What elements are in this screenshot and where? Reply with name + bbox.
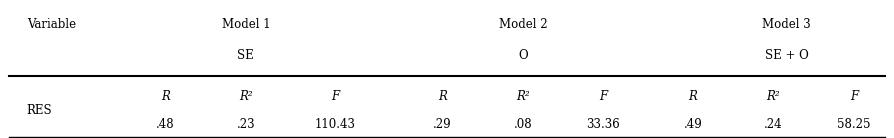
Text: Model 2: Model 2 bbox=[499, 18, 547, 31]
Text: F: F bbox=[331, 90, 340, 103]
Text: .08: .08 bbox=[514, 118, 532, 131]
Text: R²: R² bbox=[516, 90, 530, 103]
Text: SE + O: SE + O bbox=[765, 49, 808, 62]
Text: Model 3: Model 3 bbox=[763, 18, 811, 31]
Text: 33.36: 33.36 bbox=[586, 118, 620, 131]
Text: .24: .24 bbox=[764, 118, 782, 131]
Text: Model 1: Model 1 bbox=[222, 18, 270, 31]
Text: F: F bbox=[849, 90, 858, 103]
Text: R²: R² bbox=[239, 90, 253, 103]
Text: 58.25: 58.25 bbox=[837, 118, 871, 131]
Text: R²: R² bbox=[766, 90, 780, 103]
Text: F: F bbox=[599, 90, 608, 103]
Text: R: R bbox=[438, 90, 447, 103]
Text: O: O bbox=[519, 49, 527, 62]
Text: Variable: Variable bbox=[27, 18, 76, 31]
Text: .23: .23 bbox=[237, 118, 255, 131]
Text: RES: RES bbox=[27, 104, 53, 117]
Text: R: R bbox=[161, 90, 170, 103]
Text: 110.43: 110.43 bbox=[315, 118, 356, 131]
Text: .48: .48 bbox=[156, 118, 174, 131]
Text: .29: .29 bbox=[434, 118, 451, 131]
Text: R: R bbox=[688, 90, 697, 103]
Text: .49: .49 bbox=[684, 118, 702, 131]
Text: SE: SE bbox=[238, 49, 254, 62]
